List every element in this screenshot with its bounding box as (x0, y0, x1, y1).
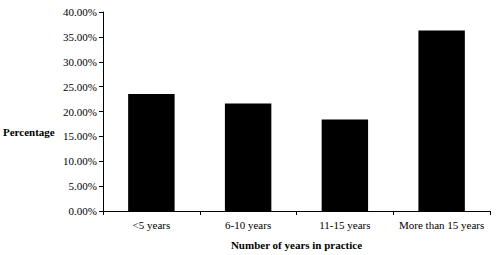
svg-text:30.00%: 30.00% (63, 56, 97, 68)
svg-text:11-15 years: 11-15 years (319, 219, 370, 231)
svg-text:More than 15 years: More than 15 years (399, 219, 484, 231)
svg-text:Percentage: Percentage (3, 126, 55, 138)
svg-text:20.00%: 20.00% (63, 106, 97, 118)
svg-text:15.00%: 15.00% (63, 130, 97, 142)
svg-text:0.00%: 0.00% (69, 205, 97, 217)
svg-text:<5 years: <5 years (133, 219, 171, 231)
svg-text:35.00%: 35.00% (63, 31, 97, 43)
svg-text:5.00%: 5.00% (69, 180, 97, 192)
svg-text:Number of years in practice: Number of years in practice (231, 239, 362, 251)
svg-text:25.00%: 25.00% (63, 81, 97, 93)
svg-text:40.00%: 40.00% (63, 6, 97, 18)
svg-text:6-10 years: 6-10 years (225, 219, 271, 231)
svg-text:10.00%: 10.00% (63, 155, 97, 167)
